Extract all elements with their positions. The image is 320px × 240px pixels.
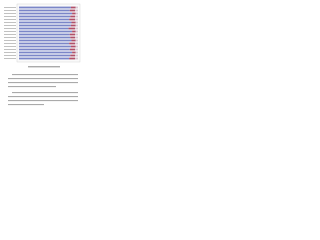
bar-segment [19, 21, 72, 24]
bar-segment [19, 45, 71, 48]
category-label-placeholder [4, 49, 16, 50]
bar-segment [75, 51, 78, 54]
bar-segment [75, 9, 78, 12]
bar-segment [69, 18, 76, 21]
bar-segment [75, 21, 78, 24]
bar-segment [75, 39, 78, 42]
bar-segment [75, 57, 78, 60]
bar-segment [75, 12, 78, 15]
category-label-placeholder [4, 19, 16, 20]
category-label-placeholder [4, 16, 16, 17]
bar-segment [75, 30, 78, 33]
bar-segment [70, 15, 76, 18]
bar-segment [19, 18, 70, 21]
bar-segment [75, 33, 78, 36]
bar-segment [70, 45, 76, 48]
text-line [8, 104, 44, 106]
bar-segment [70, 6, 76, 9]
bar-segment [68, 27, 76, 30]
bar-segment [72, 12, 76, 15]
bar-segment [69, 42, 76, 45]
category-label-placeholder [4, 34, 16, 35]
bar-segment [19, 33, 70, 36]
bar-segment [19, 36, 71, 39]
bar-segment [75, 6, 78, 9]
bar-segment [75, 18, 78, 21]
text-line [8, 78, 78, 80]
category-label-placeholder [4, 55, 16, 56]
bar-segment [19, 27, 69, 30]
bar-segment [19, 30, 73, 33]
bar-segment [75, 27, 78, 30]
bar-segment [75, 36, 78, 39]
bar-segment [69, 9, 76, 12]
bar-segment [75, 15, 78, 18]
bar-segment [19, 51, 73, 54]
caption-line [28, 66, 60, 68]
category-label-placeholder [4, 52, 16, 53]
category-label-placeholder [4, 28, 16, 29]
bar-segment [19, 48, 70, 51]
text-line [12, 74, 78, 76]
bar-segment [19, 54, 71, 57]
bar-segment [70, 24, 76, 27]
bar-segment [70, 54, 76, 57]
bar-segment [71, 39, 76, 42]
bar-segment [69, 48, 76, 51]
body-text [8, 66, 78, 106]
text-line [8, 82, 78, 84]
bar-segment [19, 42, 70, 45]
category-label-placeholder [4, 40, 16, 41]
page [0, 0, 86, 119]
bar-segment [19, 12, 73, 15]
text-line [12, 92, 78, 94]
bar-segment [69, 33, 76, 36]
bar-segment [75, 54, 78, 57]
bar-segment [19, 24, 71, 27]
category-label-placeholder [4, 31, 16, 32]
category-label-placeholder [4, 7, 16, 8]
bar-segment [69, 57, 76, 60]
bar-segment [72, 51, 76, 54]
bar-segment [72, 30, 76, 33]
bar-segment [75, 24, 78, 27]
category-label-placeholder [4, 58, 16, 59]
bar-segment [75, 42, 78, 45]
bar-segment [75, 48, 78, 51]
category-label-placeholder [4, 43, 16, 44]
bar-segment [70, 36, 76, 39]
plot-area [4, 6, 78, 60]
bar-segment [19, 15, 71, 18]
category-label-placeholder [4, 22, 16, 23]
bar-segment [19, 9, 70, 12]
text-line [8, 96, 78, 98]
category-label-placeholder [4, 37, 16, 38]
category-label-placeholder [4, 46, 16, 47]
category-label-placeholder [4, 25, 16, 26]
text-line [8, 100, 78, 102]
bar-segment [19, 57, 70, 60]
bar-segment [75, 45, 78, 48]
bar-segment [19, 39, 72, 42]
category-label-placeholder [4, 13, 16, 14]
bar-segment [71, 21, 76, 24]
bar-segment [19, 6, 71, 9]
text-line [8, 86, 56, 88]
category-label-placeholder [4, 10, 16, 11]
